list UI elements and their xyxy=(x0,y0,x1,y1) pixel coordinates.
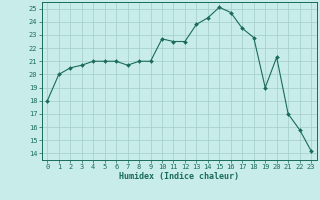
X-axis label: Humidex (Indice chaleur): Humidex (Indice chaleur) xyxy=(119,172,239,181)
